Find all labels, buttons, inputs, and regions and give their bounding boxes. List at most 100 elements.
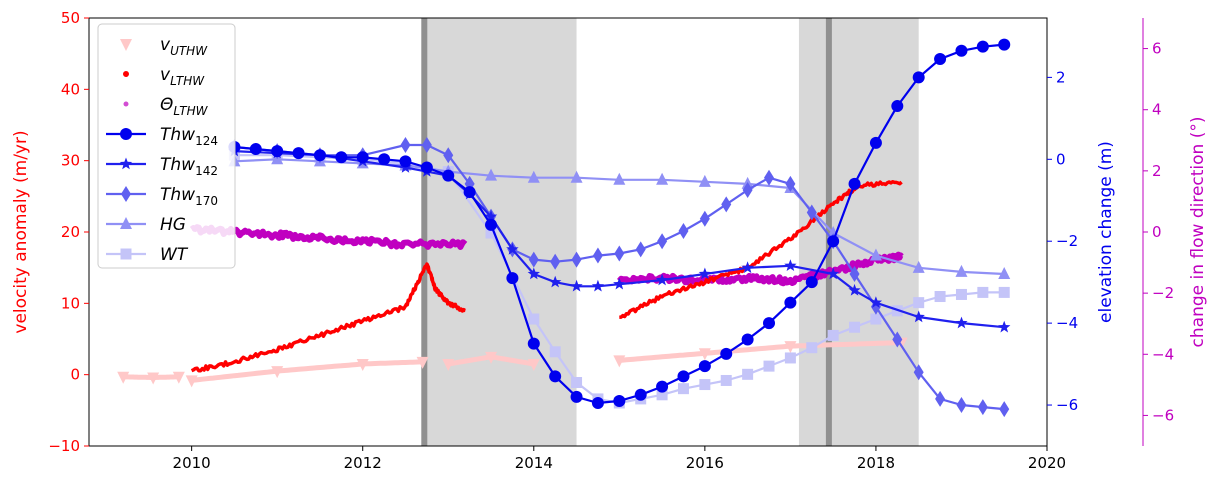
data-point	[527, 337, 540, 350]
legend-marker	[120, 39, 132, 51]
data-point	[955, 264, 968, 277]
legend-marker	[119, 157, 133, 170]
data-point	[849, 265, 860, 282]
data-point	[720, 374, 732, 386]
y-axis-label-far-right: change in flow direction (°)	[1188, 117, 1208, 348]
shaded-period	[798, 18, 919, 446]
data-point	[935, 390, 946, 407]
y-tick-label-far-right: 4	[1152, 101, 1162, 119]
data-point	[698, 360, 711, 373]
data-point	[784, 341, 797, 354]
y-axis-label-left: velocity anomaly (m/yr)	[11, 130, 31, 333]
legend-label: HG	[160, 215, 186, 235]
legend-label-subscript: LTHW	[173, 104, 208, 118]
data-point	[827, 329, 839, 341]
legend-entry-thw124: Thw124	[106, 125, 218, 148]
x-tick-label: 2018	[857, 454, 895, 472]
data-point	[977, 286, 989, 298]
data-point	[549, 275, 562, 288]
data-point	[806, 204, 817, 221]
data-point	[849, 321, 861, 333]
y-tick-label-far-right: −6	[1152, 406, 1174, 424]
y-axis-label-right: elevation change (m)	[1096, 141, 1116, 323]
y-tick-label-left: 20	[61, 223, 80, 241]
data-point	[976, 40, 989, 53]
data-point	[656, 380, 669, 393]
series-thw124	[228, 38, 1011, 409]
y-tick-label-right: 0	[1056, 150, 1066, 168]
data-point	[998, 266, 1011, 279]
data-point	[400, 136, 411, 153]
legend-marker	[120, 217, 132, 229]
y-tick-label-far-right: −2	[1152, 284, 1174, 302]
legend-label-base: Thw	[160, 185, 195, 205]
y-tick-label-left: 10	[61, 294, 80, 312]
legend-label-base: Thw	[160, 155, 195, 175]
data-point	[527, 170, 540, 183]
data-point	[934, 291, 946, 303]
data-point	[591, 279, 605, 292]
series-trace	[190, 262, 467, 373]
legend-label: vUTHW	[160, 35, 208, 58]
data-point	[614, 245, 625, 262]
y-tick-label-left: 40	[61, 80, 80, 98]
data-point	[677, 370, 690, 383]
data-point	[356, 358, 369, 371]
legend-label: ΘLTHW	[160, 95, 209, 118]
data-point	[741, 333, 754, 346]
data-point	[485, 351, 498, 364]
data-point	[335, 151, 348, 164]
axes: 2010 2012 2014 2016 2018 2020−1001020304050−6…	[48, 9, 1174, 472]
y-tick-label-left: −10	[48, 437, 80, 455]
legend-entry-thw142: Thw142	[106, 155, 218, 178]
data-point	[613, 394, 626, 407]
data-point	[806, 342, 818, 354]
legend-entry-v_lthw: vLTHW	[123, 65, 205, 88]
data-point	[249, 143, 262, 156]
data-point	[869, 296, 883, 308]
data-point	[741, 261, 754, 274]
data-point	[869, 248, 882, 261]
data-point	[592, 247, 603, 264]
x-tick-label: 2016	[686, 454, 724, 472]
data-point	[721, 196, 732, 213]
data-point	[634, 388, 647, 401]
legend-label-subscript: 124	[195, 134, 218, 148]
data-point	[147, 372, 160, 385]
series-trace	[617, 251, 904, 287]
data-point	[764, 169, 775, 186]
data-point	[485, 227, 497, 239]
data-point	[528, 251, 539, 268]
data-point	[763, 360, 775, 372]
data-point	[378, 153, 391, 166]
data-point	[656, 172, 669, 185]
legend-marker	[120, 248, 132, 260]
data-point	[698, 348, 711, 361]
data-point	[613, 172, 626, 185]
data-point	[416, 356, 429, 369]
data-point	[613, 277, 626, 290]
data-point	[678, 222, 689, 239]
legend-label-base: Θ	[160, 95, 173, 115]
data-point	[784, 352, 796, 364]
data-point	[399, 155, 412, 168]
data-point	[570, 279, 583, 292]
data-point	[550, 253, 561, 270]
series-trace	[619, 340, 902, 363]
legend-marker	[123, 71, 129, 77]
data-point	[571, 251, 582, 268]
y-tick-label-left: 0	[70, 366, 80, 384]
data-point	[998, 38, 1011, 51]
data-point	[570, 170, 583, 183]
x-tick-label: 2014	[515, 454, 553, 472]
legend-label: WT	[160, 245, 189, 265]
data-point	[485, 168, 498, 181]
legend-entry-wt: WT	[106, 245, 189, 265]
legend-label-subscript: 170	[195, 194, 218, 208]
y-tick-label-right: −2	[1056, 232, 1078, 250]
data-point	[549, 346, 561, 358]
data-point	[784, 296, 797, 309]
data-point	[785, 175, 796, 192]
data-point	[848, 283, 861, 296]
data-point	[657, 233, 668, 250]
